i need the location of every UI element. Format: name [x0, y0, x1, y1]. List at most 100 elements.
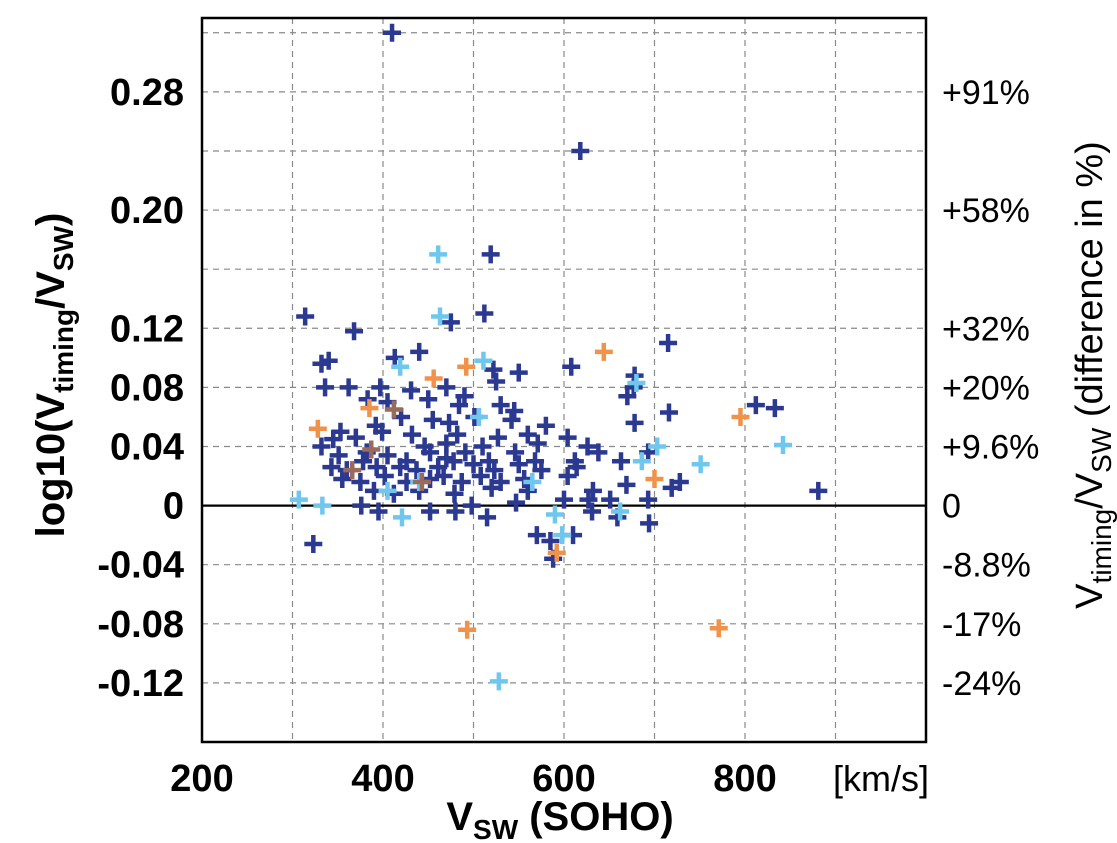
right-axis-title-sub: timing — [1086, 509, 1117, 584]
data-point — [351, 472, 370, 491]
data-point — [445, 484, 464, 503]
data-point — [312, 437, 331, 456]
data-point — [640, 514, 659, 533]
y2-tick-label: +32% — [942, 310, 1030, 348]
data-point — [289, 490, 308, 509]
data-point — [474, 351, 493, 370]
data-point — [371, 378, 390, 397]
data-point — [308, 419, 327, 438]
data-point — [354, 452, 373, 471]
data-point — [532, 461, 551, 480]
data-point — [507, 493, 526, 512]
data-point — [558, 428, 577, 447]
data-point — [424, 369, 443, 388]
data-point — [441, 313, 460, 332]
y-tick-label: -0.12 — [97, 663, 184, 705]
data-point — [612, 452, 631, 471]
data-point — [541, 532, 560, 551]
data-point — [423, 410, 442, 429]
y-axis-title-mid: /V — [29, 271, 73, 309]
data-point — [345, 322, 364, 341]
data-point — [488, 428, 507, 447]
y-tick-label: -0.04 — [97, 545, 184, 587]
y2-tick-label: +20% — [942, 369, 1030, 407]
data-point — [618, 387, 637, 406]
data-point — [509, 363, 528, 382]
y-axis-title-end: ) — [29, 213, 73, 226]
y2-tick-label: -8.8% — [942, 547, 1031, 585]
data-point — [375, 467, 394, 486]
x-axis-title: VSW (SOHO) — [446, 795, 673, 843]
data-point — [458, 620, 477, 639]
data-point — [383, 23, 402, 42]
data-point — [473, 437, 492, 456]
data-point — [324, 430, 343, 449]
data-point — [304, 535, 323, 554]
y-tick-label: -0.08 — [97, 604, 184, 646]
data-point — [662, 478, 681, 497]
data-point — [471, 467, 490, 486]
data-point — [545, 505, 564, 524]
data-point — [412, 472, 431, 491]
data-point — [469, 407, 488, 426]
data-point — [312, 354, 331, 373]
data-point — [369, 502, 388, 521]
y-tick-label: 0.04 — [110, 426, 184, 468]
data-point — [478, 508, 497, 527]
data-point — [322, 458, 341, 477]
data-point — [547, 543, 566, 562]
data-point — [475, 304, 494, 323]
x-axis-title-rest: (SOHO) — [518, 795, 674, 839]
data-point — [333, 469, 352, 488]
data-point — [339, 378, 358, 397]
data-point — [765, 399, 784, 418]
data-point — [562, 357, 581, 376]
data-point — [659, 403, 678, 422]
data-points — [289, 23, 828, 691]
data-point — [709, 619, 728, 638]
series-group — [343, 400, 431, 491]
data-point — [329, 446, 348, 465]
data-point — [431, 307, 450, 326]
data-point — [491, 472, 510, 491]
x-axis-title-main: V — [446, 795, 473, 839]
data-point — [481, 245, 500, 264]
data-point — [746, 396, 765, 415]
data-point — [391, 458, 410, 477]
data-point — [346, 428, 365, 447]
y-tick-label: 0.08 — [110, 367, 184, 409]
x-axis-title-sub: SW — [473, 814, 519, 843]
data-point — [571, 141, 590, 160]
data-point — [553, 526, 572, 545]
data-point — [527, 526, 546, 545]
y2-tick-label: -24% — [942, 665, 1021, 703]
data-point — [523, 472, 542, 491]
data-point — [429, 245, 448, 264]
data-point — [419, 390, 438, 409]
data-point — [452, 472, 471, 491]
data-point — [506, 443, 525, 462]
data-point — [402, 425, 421, 444]
data-point — [437, 378, 456, 397]
data-point — [407, 461, 426, 480]
y2-tick-label: 0 — [942, 488, 961, 526]
data-point — [601, 490, 620, 509]
data-point — [378, 446, 397, 465]
y2-tick-label: -17% — [942, 606, 1021, 644]
data-point — [482, 478, 501, 497]
plot-frame — [200, 16, 928, 744]
data-point — [627, 373, 646, 392]
y-axis-title-sub: timing — [48, 309, 79, 393]
data-point — [489, 672, 508, 691]
data-point — [360, 399, 379, 418]
data-point — [558, 467, 577, 486]
data-point — [583, 502, 602, 521]
data-point — [731, 407, 750, 426]
series-group — [296, 23, 828, 568]
data-point — [594, 342, 613, 361]
tick-labels: 0.28 0.20 0.12 0.08 0.04 0 -0.04 -0.08 -0.12 +91%… — [97, 72, 1039, 800]
data-point — [632, 452, 651, 471]
data-point — [579, 490, 598, 509]
data-point — [505, 402, 524, 421]
